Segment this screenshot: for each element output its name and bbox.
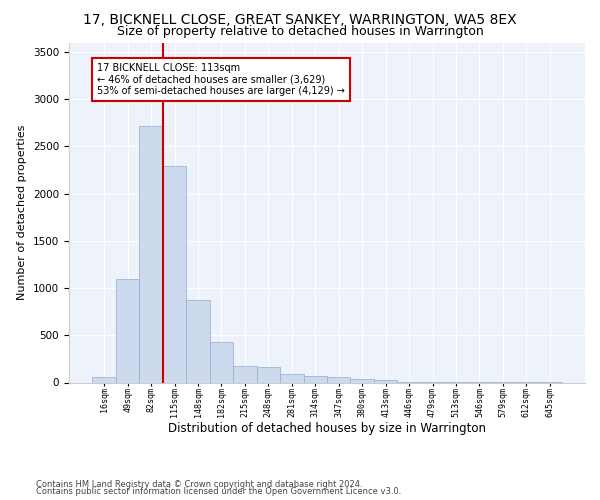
Bar <box>304 376 327 382</box>
Bar <box>327 378 350 382</box>
Y-axis label: Number of detached properties: Number of detached properties <box>17 125 28 300</box>
Bar <box>92 378 116 382</box>
Bar <box>186 300 210 382</box>
Bar <box>374 380 397 382</box>
Text: 17 BICKNELL CLOSE: 113sqm
← 46% of detached houses are smaller (3,629)
53% of se: 17 BICKNELL CLOSE: 113sqm ← 46% of detac… <box>97 64 345 96</box>
Bar <box>280 374 304 382</box>
Bar <box>233 366 257 382</box>
Text: Contains public sector information licensed under the Open Government Licence v3: Contains public sector information licen… <box>36 488 401 496</box>
Bar <box>163 166 186 382</box>
Bar <box>350 379 374 382</box>
Bar <box>116 278 139 382</box>
Text: Contains HM Land Registry data © Crown copyright and database right 2024.: Contains HM Land Registry data © Crown c… <box>36 480 362 489</box>
Bar <box>257 367 280 382</box>
Bar <box>210 342 233 382</box>
Text: Size of property relative to detached houses in Warrington: Size of property relative to detached ho… <box>116 25 484 38</box>
Bar <box>139 126 163 382</box>
X-axis label: Distribution of detached houses by size in Warrington: Distribution of detached houses by size … <box>168 422 486 435</box>
Text: 17, BICKNELL CLOSE, GREAT SANKEY, WARRINGTON, WA5 8EX: 17, BICKNELL CLOSE, GREAT SANKEY, WARRIN… <box>83 12 517 26</box>
